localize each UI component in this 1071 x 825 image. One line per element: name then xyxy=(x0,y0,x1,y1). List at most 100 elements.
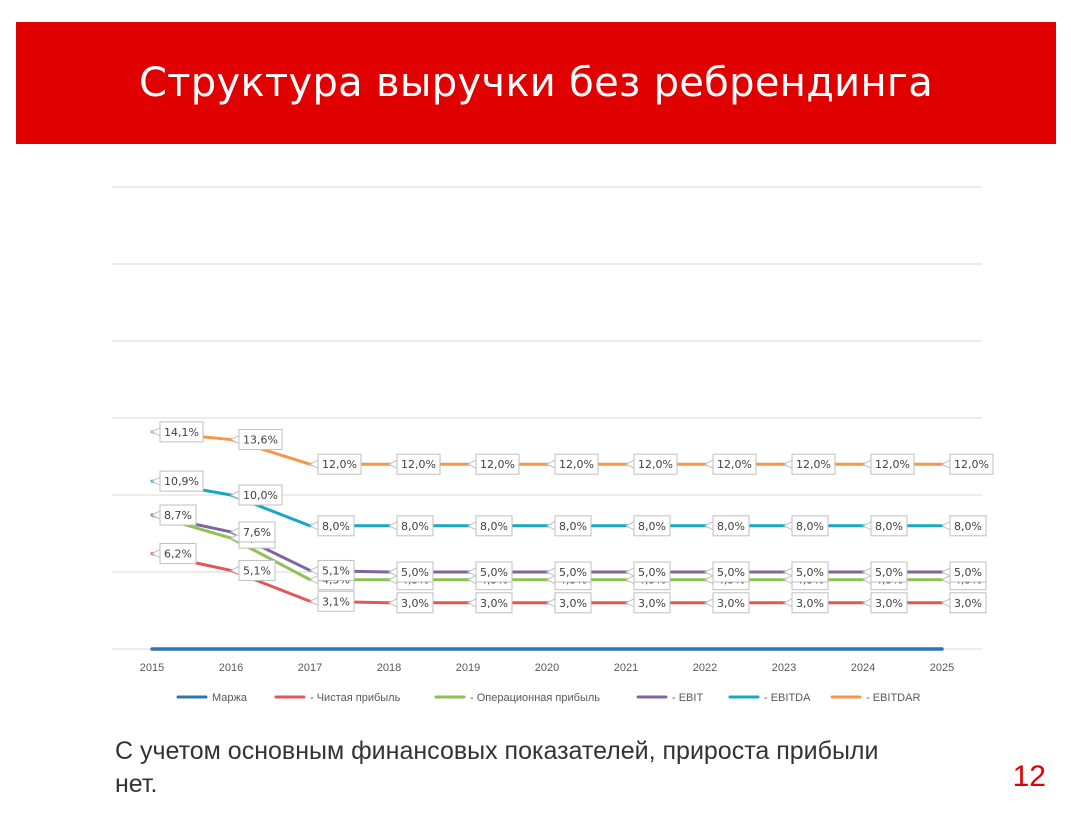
data-labels: 6,2% 5,1% 3,1% 3,0% 3,0% 3,0% 3,0% 3,0% 3,0% 3,0%… xyxy=(150,421,994,614)
x-tick-label: 2021 xyxy=(614,662,638,674)
svg-text:12,0%: 12,0% xyxy=(322,458,357,471)
x-tick-label: 2023 xyxy=(772,662,796,674)
data-label: 12,0% xyxy=(308,453,362,475)
data-label: 8,0% xyxy=(308,515,355,537)
x-axis: 2015 2016 2017 2018 2019 2020 2021 2022 2023 2024… xyxy=(140,662,954,674)
data-label: 5,0% xyxy=(466,561,513,583)
data-label: 5,0% xyxy=(624,561,671,583)
svg-text:3,0%: 3,0% xyxy=(638,597,666,610)
x-tick-label: 2022 xyxy=(693,662,717,674)
svg-text:6,2%: 6,2% xyxy=(164,548,192,561)
svg-text:7,6%: 7,6% xyxy=(243,526,271,539)
x-tick-label: 2018 xyxy=(377,662,401,674)
legend-label: - Чистая прибыль xyxy=(310,692,401,704)
data-label: 12,0% xyxy=(387,453,441,475)
svg-text:14,1%: 14,1% xyxy=(164,426,199,439)
data-label: 8,0% xyxy=(940,515,987,537)
svg-text:5,0%: 5,0% xyxy=(401,566,429,579)
legend-item: - EBIT xyxy=(636,692,703,704)
x-tick-label: 2025 xyxy=(930,662,954,674)
data-label: 8,0% xyxy=(387,515,434,537)
data-label: 14,1% xyxy=(150,421,204,443)
svg-text:5,0%: 5,0% xyxy=(559,566,587,579)
svg-text:3,0%: 3,0% xyxy=(480,597,508,610)
data-label: 5,0% xyxy=(940,561,987,583)
x-tick-label: 2017 xyxy=(298,662,322,674)
legend-label: - EBIT xyxy=(672,692,703,704)
data-label: 12,0% xyxy=(545,453,599,475)
legend-label: - EBITDAR xyxy=(866,692,920,704)
svg-text:3,1%: 3,1% xyxy=(322,595,350,608)
svg-text:12,0%: 12,0% xyxy=(559,458,594,471)
legend-label: - Операционная прибыль xyxy=(470,692,600,704)
svg-text:5,0%: 5,0% xyxy=(638,566,666,579)
svg-text:12,0%: 12,0% xyxy=(638,458,673,471)
title-banner: Структура выручки без ребрендинга xyxy=(16,22,1056,144)
x-tick-label: 2024 xyxy=(851,662,875,674)
svg-text:8,0%: 8,0% xyxy=(480,520,508,533)
slide-title: Структура выручки без ребрендинга xyxy=(138,60,934,106)
legend-label: - EBITDA xyxy=(764,692,811,704)
svg-text:8,0%: 8,0% xyxy=(717,520,745,533)
svg-text:5,0%: 5,0% xyxy=(717,566,745,579)
data-label: 10,9% xyxy=(150,470,204,492)
svg-text:3,0%: 3,0% xyxy=(796,597,824,610)
legend-item: - Операционная прибыль xyxy=(434,692,600,704)
data-label: 3,0% xyxy=(545,592,592,614)
data-label: 8,0% xyxy=(703,515,750,537)
legend-item: - Чистая прибыль xyxy=(274,692,401,704)
svg-text:8,0%: 8,0% xyxy=(559,520,587,533)
data-label: 8,0% xyxy=(624,515,671,537)
svg-text:12,0%: 12,0% xyxy=(875,458,910,471)
svg-text:5,0%: 5,0% xyxy=(796,566,824,579)
data-label: 3,0% xyxy=(703,592,750,614)
svg-text:8,0%: 8,0% xyxy=(796,520,824,533)
svg-text:10,0%: 10,0% xyxy=(243,489,278,502)
data-label: 7,6% xyxy=(229,521,276,543)
x-tick-label: 2019 xyxy=(456,662,480,674)
data-label: 8,0% xyxy=(861,515,908,537)
data-label: 8,0% xyxy=(782,515,829,537)
svg-text:8,0%: 8,0% xyxy=(954,520,982,533)
legend-item: Маржа xyxy=(176,692,248,704)
data-label: 3,0% xyxy=(940,592,987,614)
data-label: 12,0% xyxy=(703,453,757,475)
x-tick-label: 2015 xyxy=(140,662,164,674)
svg-text:12,0%: 12,0% xyxy=(796,458,831,471)
data-label: 12,0% xyxy=(940,453,994,475)
legend-label: Маржа xyxy=(212,692,248,704)
data-label: 5,0% xyxy=(782,561,829,583)
chart-area: 2015 2016 2017 2018 2019 2020 2021 2022 2023 2024… xyxy=(0,160,1071,720)
svg-text:5,1%: 5,1% xyxy=(322,564,350,577)
data-label: 3,0% xyxy=(624,592,671,614)
data-label: 3,0% xyxy=(861,592,908,614)
data-label: 12,0% xyxy=(861,453,915,475)
data-label: 3,0% xyxy=(387,592,434,614)
svg-text:8,0%: 8,0% xyxy=(401,520,429,533)
svg-text:3,0%: 3,0% xyxy=(717,597,745,610)
svg-text:13,6%: 13,6% xyxy=(243,434,278,447)
data-label: 12,0% xyxy=(782,453,836,475)
page-number: 12 xyxy=(1012,760,1046,793)
x-tick-label: 2020 xyxy=(535,662,559,674)
legend: Маржа - Чистая прибыль - Операционная приб… xyxy=(176,692,920,704)
svg-text:12,0%: 12,0% xyxy=(401,458,436,471)
svg-text:5,1%: 5,1% xyxy=(243,564,271,577)
svg-text:10,9%: 10,9% xyxy=(164,475,199,488)
svg-text:3,0%: 3,0% xyxy=(954,597,982,610)
data-label: 12,0% xyxy=(624,453,678,475)
line-chart: 2015 2016 2017 2018 2019 2020 2021 2022 2023 2024… xyxy=(112,186,994,704)
svg-text:8,0%: 8,0% xyxy=(638,520,666,533)
svg-text:3,0%: 3,0% xyxy=(401,597,429,610)
data-label: 3,1% xyxy=(308,590,355,612)
x-tick-label: 2016 xyxy=(219,662,243,674)
svg-text:5,0%: 5,0% xyxy=(954,566,982,579)
data-label: 10,0% xyxy=(229,484,283,506)
svg-text:8,0%: 8,0% xyxy=(322,520,350,533)
slide-caption: С учетом основным финансовых показателей… xyxy=(115,737,879,798)
data-label: 5,1% xyxy=(308,559,355,581)
data-label: 12,0% xyxy=(466,453,520,475)
svg-text:3,0%: 3,0% xyxy=(559,597,587,610)
legend-item: - EBITDA xyxy=(728,692,811,704)
data-label: 6,2% xyxy=(150,543,197,565)
